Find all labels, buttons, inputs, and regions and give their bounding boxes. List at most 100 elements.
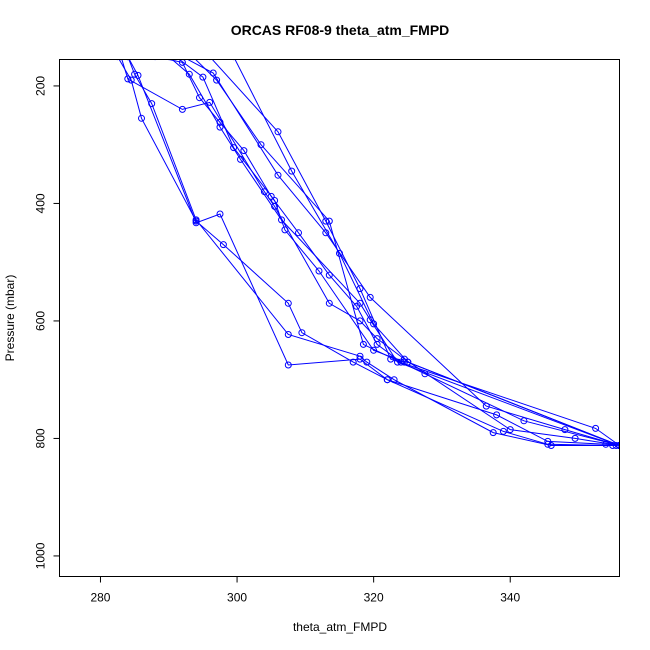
data-point <box>196 94 203 102</box>
data-point <box>216 118 224 126</box>
series-line <box>128 59 613 446</box>
data-point <box>124 75 132 83</box>
data-point <box>213 76 221 84</box>
data-point <box>315 267 323 275</box>
data-point <box>325 299 333 307</box>
axes: 280 300 320 340 200 400 600 800 1000 <box>34 76 521 605</box>
x-tick-label: 320 <box>364 591 384 605</box>
data-point <box>190 59 195 61</box>
data-point <box>216 210 224 218</box>
data-point <box>274 128 282 136</box>
data-point <box>298 329 306 337</box>
data-point <box>119 59 123 61</box>
series-6 <box>173 59 620 449</box>
data-point <box>278 216 285 224</box>
data-point <box>373 340 381 348</box>
data-point <box>206 98 214 106</box>
series-1 <box>115 59 620 449</box>
x-axis-label: theta_atm_FMPD <box>293 620 387 634</box>
data-point <box>336 249 343 257</box>
data-point <box>387 355 395 363</box>
data-point <box>138 114 145 122</box>
data-point <box>274 171 282 179</box>
series-4 <box>119 59 620 449</box>
data-point <box>178 59 186 66</box>
data-point <box>571 434 579 442</box>
data-point <box>240 147 248 155</box>
data-point <box>493 411 501 419</box>
data-point <box>544 440 552 448</box>
data-point <box>257 141 265 149</box>
data-point <box>561 426 569 434</box>
data-point <box>506 426 514 434</box>
data-point <box>489 429 497 437</box>
y-axis-label: Pressure (mbar) <box>3 275 17 362</box>
data-point <box>383 376 391 384</box>
series-10 <box>231 59 620 449</box>
data-point <box>356 355 364 363</box>
data-point <box>366 293 374 301</box>
data-point <box>499 427 507 435</box>
data-point <box>592 424 600 432</box>
series-line <box>186 59 620 446</box>
data-point <box>271 197 279 204</box>
data-point <box>192 219 200 227</box>
data-point <box>115 59 120 61</box>
data-point <box>180 59 185 61</box>
data-point <box>207 59 212 61</box>
data-point <box>219 241 227 249</box>
data-point <box>281 226 289 234</box>
x-tick-label: 340 <box>500 591 520 605</box>
data-point <box>267 192 275 200</box>
data-point <box>199 73 207 81</box>
data-point <box>520 417 528 425</box>
series-2 <box>125 59 620 449</box>
data-point <box>295 229 302 237</box>
data-point <box>125 59 130 61</box>
data-point <box>178 105 186 113</box>
y-tick-label: 800 <box>34 428 48 448</box>
x-tick-label: 280 <box>90 591 110 605</box>
y-tick-label: 400 <box>34 193 48 213</box>
data-point <box>370 320 378 328</box>
data-point <box>325 271 333 279</box>
data-point <box>230 144 238 152</box>
series-3 <box>125 59 617 449</box>
data-point <box>125 59 130 61</box>
data-point <box>349 358 357 366</box>
series-7 <box>180 59 620 449</box>
data-point <box>547 442 555 449</box>
plot-data <box>115 59 620 449</box>
series-8 <box>190 59 620 449</box>
data-point <box>284 299 292 307</box>
data-point <box>153 59 158 61</box>
data-point <box>353 302 361 310</box>
data-point <box>397 358 405 366</box>
data-point <box>404 358 412 366</box>
data-point <box>284 331 292 338</box>
data-point <box>616 442 620 449</box>
data-point <box>209 69 217 77</box>
chart-title: ORCAS RF08-9 theta_atm_FMPD <box>231 22 450 38</box>
series-line <box>118 59 620 446</box>
data-point <box>134 71 142 79</box>
series-line <box>178 59 620 446</box>
series-line <box>128 59 617 446</box>
y-tick-label: 200 <box>34 76 48 96</box>
data-point <box>284 361 292 369</box>
plot-frame <box>59 59 620 577</box>
data-point <box>216 123 224 131</box>
data-point <box>166 59 171 61</box>
series-line <box>166 59 402 363</box>
series-line <box>194 59 620 446</box>
data-point <box>127 76 135 84</box>
series-5 <box>166 59 620 449</box>
series-line <box>234 59 620 446</box>
x-tick-label: 300 <box>227 591 247 605</box>
y-tick-label: 600 <box>34 311 48 331</box>
data-point <box>288 167 296 175</box>
series-9 <box>207 59 620 449</box>
data-point <box>231 59 236 61</box>
data-point <box>322 217 330 225</box>
